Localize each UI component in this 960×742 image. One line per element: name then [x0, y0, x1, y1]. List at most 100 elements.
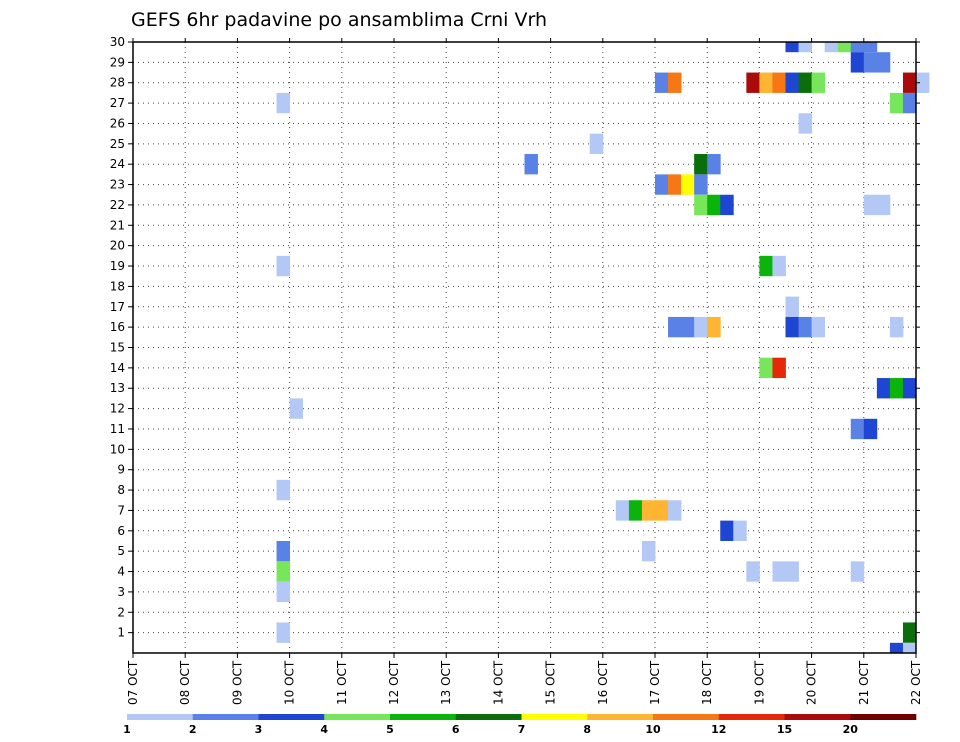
heatmap-cell — [785, 316, 799, 338]
legend-swatch — [587, 714, 654, 720]
heatmap-cell — [902, 642, 917, 653]
y-tick-label: 22 — [110, 198, 125, 212]
y-tick-label: 15 — [110, 341, 125, 355]
heatmap-cell — [276, 561, 290, 582]
heatmap-cell — [668, 72, 682, 93]
heatmap-cell — [876, 194, 891, 216]
heatmap-cell — [824, 42, 839, 53]
y-tick-label: 23 — [110, 178, 125, 192]
heatmap-cell — [746, 72, 760, 93]
heatmap-cell — [902, 622, 917, 643]
y-tick-label: 3 — [117, 585, 125, 599]
y-tick-label: 5 — [117, 544, 125, 558]
legend-swatch — [192, 714, 259, 720]
heatmap-cell — [811, 72, 826, 93]
y-tick-label: 28 — [110, 76, 125, 90]
heatmap-cell — [707, 154, 721, 175]
legend-label: 12 — [711, 723, 726, 736]
legend-label: 15 — [777, 723, 792, 736]
heatmap-cell — [916, 72, 930, 93]
y-tick-label: 29 — [110, 55, 125, 69]
legend-label: 20 — [843, 723, 859, 736]
heatmap-cell — [289, 398, 304, 419]
x-tick-label: 19 OCT — [752, 660, 766, 705]
y-tick-label: 1 — [117, 626, 125, 640]
x-tick-label: 18 OCT — [700, 660, 714, 705]
y-tick-label: 7 — [117, 503, 125, 517]
heatmap-cell — [889, 642, 904, 653]
y-tick-label: 16 — [110, 320, 125, 334]
heatmap-cell — [759, 357, 773, 379]
legend-swatch — [850, 714, 917, 720]
heatmap-cell — [902, 72, 917, 93]
heatmap-cell — [615, 500, 630, 521]
legend-label: 5 — [386, 723, 394, 736]
x-tick-label: 22 OCT — [909, 660, 923, 705]
heatmap-cell — [668, 316, 682, 338]
legend-swatch — [390, 714, 457, 720]
heatmap-cell — [694, 316, 708, 338]
y-tick-label: 17 — [110, 300, 125, 314]
heatmap-cell — [707, 194, 721, 216]
x-tick-label: 12 OCT — [387, 660, 401, 705]
x-tick-label: 07 OCT — [126, 660, 140, 705]
heatmap-cell — [772, 72, 786, 93]
y-tick-label: 2 — [117, 605, 125, 619]
y-tick-label: 25 — [110, 137, 125, 151]
heatmap-cell — [811, 316, 826, 338]
y-tick-label: 20 — [110, 239, 125, 253]
heatmap-cell — [641, 500, 656, 521]
heatmap-cell — [850, 561, 865, 582]
legend-swatch — [718, 714, 785, 720]
y-tick-label: 10 — [110, 442, 125, 456]
heatmap-cell — [668, 174, 682, 195]
heatmap-cell — [276, 92, 290, 114]
x-tick-label: 10 OCT — [283, 660, 297, 705]
heatmap-cell — [850, 52, 865, 73]
heatmap-cell — [863, 418, 878, 440]
y-tick-label: 13 — [110, 381, 125, 395]
heatmap-cell — [772, 255, 786, 277]
heatmap-cell — [889, 92, 904, 114]
legend-label: 4 — [320, 723, 328, 736]
heatmap-cell — [785, 561, 799, 582]
x-axis: 07 OCT 08 OCT 09 OCT 10 OCT 11 OCT 12 OCT 13 O… — [126, 38, 923, 705]
heatmap-cell — [798, 113, 812, 134]
heatmap-cell — [863, 42, 878, 53]
heatmap-cell — [720, 194, 734, 216]
heatmap-cell — [681, 174, 695, 195]
legend-label: 3 — [255, 723, 263, 736]
heatmap-cell — [902, 92, 917, 114]
y-tick-label: 14 — [110, 361, 125, 375]
heatmap-cell — [694, 194, 708, 216]
heatmap-cell — [524, 154, 538, 175]
heatmap-cell — [720, 520, 734, 541]
heatmap-cell — [733, 520, 747, 541]
legend-swatch — [455, 714, 522, 720]
y-tick-label: 27 — [110, 96, 125, 110]
grid-layer — [133, 41, 916, 653]
color-legend: 1 2 3 4 5 6 7 8 10 12 15 20 — [123, 714, 917, 736]
x-tick-label: 15 OCT — [544, 660, 558, 705]
legend-label: 10 — [645, 723, 661, 736]
heatmap-cell — [785, 42, 799, 53]
heatmap-cell — [589, 133, 604, 155]
y-axis: 1234567891011121314151617181920212223242… — [110, 35, 920, 640]
x-tick-label: 16 OCT — [596, 660, 610, 705]
legend-label: 7 — [518, 723, 526, 736]
heatmap-cell — [772, 357, 786, 379]
x-tick-label: 08 OCT — [178, 660, 192, 705]
heatmap-cell — [889, 316, 904, 338]
legend-swatch — [521, 714, 588, 720]
x-tick-label: 11 OCT — [335, 660, 349, 705]
heatmap-cell — [785, 296, 799, 317]
heatmap-cell — [276, 479, 290, 501]
x-tick-label: 20 OCT — [805, 660, 819, 705]
heatmap-cell — [655, 174, 669, 195]
heatmap-cell — [772, 561, 786, 582]
legend-label: 1 — [123, 723, 131, 736]
heatmap-cell — [876, 378, 891, 399]
heatmap-cell — [641, 540, 656, 562]
heatmap-cell — [694, 174, 708, 195]
